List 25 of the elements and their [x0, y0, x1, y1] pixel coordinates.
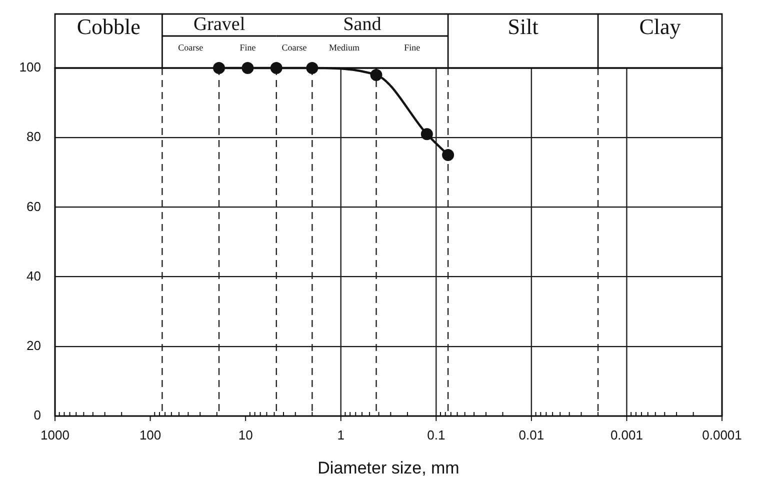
x-tick-label: 0.001: [610, 427, 643, 442]
x-tick-label: 1: [337, 427, 344, 442]
x-tick-label: 1000: [40, 427, 70, 442]
y-tick-label: 0: [34, 408, 41, 423]
text: Fine: [240, 42, 256, 52]
x-tick-label: 10: [238, 427, 253, 442]
x-tick-label: 100: [139, 427, 162, 442]
text: Coarse: [282, 42, 307, 52]
y-tick-label: 40: [26, 268, 41, 284]
x-tick-label: 0.1: [427, 427, 446, 442]
text: Cobble: [76, 14, 140, 39]
text: Sand: [343, 14, 382, 35]
text: Medium: [328, 42, 360, 52]
text: Fine: [404, 42, 420, 52]
text: Gravel: [193, 14, 246, 35]
text: Coarse: [178, 42, 204, 52]
y-tick-label: 80: [26, 129, 41, 144]
x-tick-label: 0.0001: [702, 427, 742, 442]
x-axis-title: Diameter size, mm: [318, 458, 460, 478]
text: Silt: [508, 14, 538, 39]
y-tick-label: 60: [26, 198, 41, 214]
y-tick-label: 100: [19, 60, 41, 75]
y-tick-label: 20: [26, 338, 41, 353]
text: Clay: [639, 14, 681, 39]
x-tick-label: 0.01: [518, 427, 544, 442]
